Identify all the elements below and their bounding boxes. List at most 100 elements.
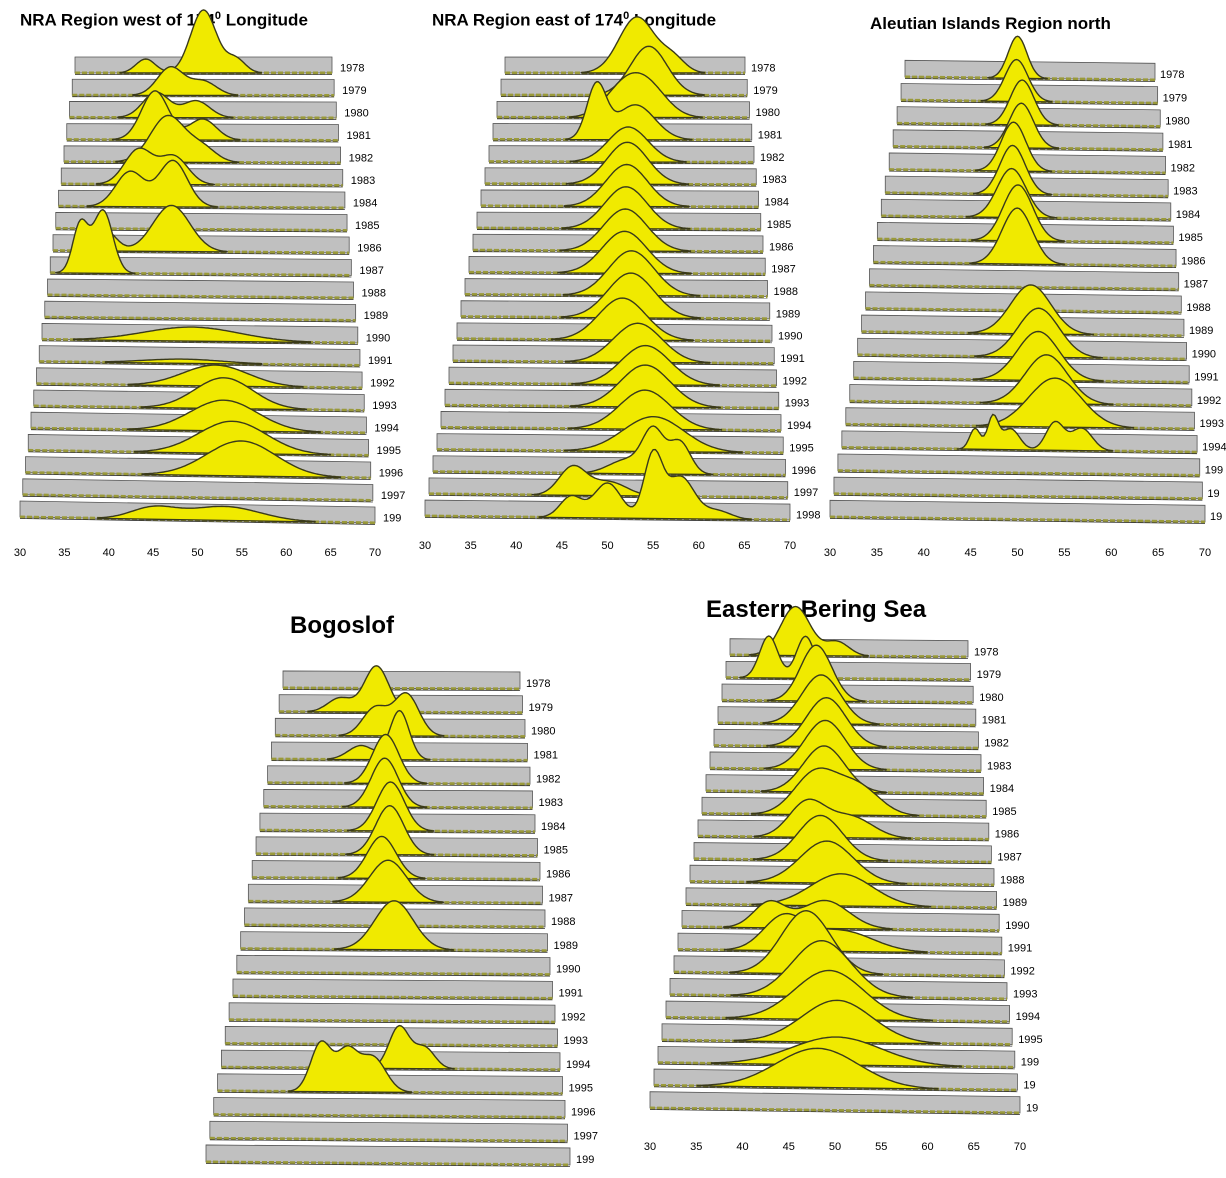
year-label: 1979 bbox=[1163, 92, 1187, 104]
row-baseline-edge bbox=[725, 678, 971, 682]
row-baseline bbox=[833, 492, 1203, 501]
row-baseline bbox=[705, 789, 984, 796]
panel-title-nra-west: NRA Region west of 1740 Longitude bbox=[20, 10, 308, 30]
year-label: 1988 bbox=[774, 286, 798, 298]
year-label: 1992 bbox=[561, 1011, 585, 1023]
ridge-curve-1996 bbox=[141, 440, 342, 479]
year-label: 1991 bbox=[780, 353, 804, 365]
year-label: 1986 bbox=[995, 829, 1019, 841]
ridge-row-1989: 1989 bbox=[240, 900, 578, 953]
row-baseline-edge bbox=[448, 384, 777, 388]
ridge-curve-1988 bbox=[746, 840, 908, 885]
ridge-row-1986: 1986 bbox=[697, 798, 1019, 842]
ridge-curve-1980 bbox=[985, 79, 1059, 126]
row-baseline bbox=[47, 293, 354, 300]
ridge-curve-1993 bbox=[975, 377, 1135, 429]
year-label: 1978 bbox=[526, 678, 550, 690]
x-tick-label: 50 bbox=[829, 1141, 841, 1153]
ridge-row-1988: 1988 bbox=[47, 278, 386, 300]
ridge-row-1993: 1993 bbox=[444, 364, 809, 411]
row-baseline-edge bbox=[841, 448, 1198, 455]
ridge-curve-1992 bbox=[127, 364, 304, 388]
year-label: 1985 bbox=[767, 219, 791, 231]
row-baseline-edge bbox=[452, 362, 775, 366]
year-label: 1989 bbox=[554, 940, 578, 952]
year-label: 1986 bbox=[546, 868, 570, 880]
ridge-row-1981: 1981 bbox=[717, 674, 1006, 728]
ridge-row-1991: 1991 bbox=[232, 978, 583, 1001]
ridge-row-1990: 1990 bbox=[456, 297, 802, 344]
year-label: 1980 bbox=[344, 107, 368, 119]
year-label: 1987 bbox=[997, 852, 1021, 864]
ridge-row-199: 199 bbox=[837, 453, 1223, 478]
row-baseline-edge bbox=[282, 689, 521, 691]
row-baseline-edge bbox=[221, 1068, 561, 1072]
year-label: 1983 bbox=[351, 175, 375, 187]
row-baseline-edge bbox=[829, 518, 1206, 524]
x-tick-label: 60 bbox=[280, 547, 292, 559]
x-tick-label: 40 bbox=[510, 540, 522, 552]
x-tick-label: 35 bbox=[871, 547, 883, 559]
row-floor bbox=[837, 453, 1201, 476]
x-tick-label: 30 bbox=[419, 540, 431, 552]
ridge-row-1985: 1985 bbox=[701, 767, 1017, 819]
row-baseline-edge bbox=[432, 472, 786, 478]
year-label: 1987 bbox=[359, 265, 383, 277]
year-label: 1995 bbox=[1018, 1034, 1042, 1046]
ridge-curve-1986 bbox=[753, 798, 912, 840]
ridge-row-1983: 1983 bbox=[709, 719, 1011, 773]
ridge-row-1993: 1993 bbox=[33, 377, 397, 413]
panel-title-nra-east: NRA Region east of 1740 Longitude bbox=[432, 10, 717, 30]
ridge-curve-1978 bbox=[987, 35, 1048, 80]
x-tick-label: 65 bbox=[968, 1141, 980, 1153]
ridge-curve-1987 bbox=[55, 209, 136, 275]
ridge-row-1998: 1998 bbox=[424, 448, 820, 522]
ridge-curve-1993 bbox=[730, 940, 913, 999]
row-baseline-edge bbox=[232, 997, 553, 1001]
ridge-curve-1998 bbox=[538, 448, 752, 521]
ridge-curve-1985 bbox=[345, 805, 435, 856]
row-baseline bbox=[63, 160, 341, 165]
year-label: 1993 bbox=[564, 1035, 588, 1047]
row-floor bbox=[205, 1144, 571, 1166]
ridge-row-1995: 1995 bbox=[217, 1040, 593, 1096]
year-label: 1996 bbox=[571, 1106, 595, 1118]
x-tick-label: 55 bbox=[647, 540, 659, 552]
year-label: 1995 bbox=[789, 442, 813, 454]
year-label: 1990 bbox=[778, 331, 802, 343]
row-floor bbox=[236, 954, 551, 976]
row-baseline-edge bbox=[41, 340, 358, 345]
ridge-row-199: 199 bbox=[205, 1144, 594, 1167]
x-tick-label: 70 bbox=[784, 540, 796, 552]
ridge-row-1995: 1995 bbox=[27, 420, 401, 458]
year-label: 1980 bbox=[1165, 116, 1189, 128]
year-label: 1983 bbox=[987, 760, 1011, 772]
row-baseline-edge bbox=[424, 517, 791, 522]
x-tick-label: 40 bbox=[918, 547, 930, 559]
row-baseline bbox=[209, 1136, 568, 1143]
x-tick-label: 55 bbox=[236, 547, 248, 559]
year-label: 1993 bbox=[1199, 418, 1223, 430]
year-label: 199 bbox=[1205, 465, 1223, 477]
year-label: 1984 bbox=[1176, 209, 1200, 221]
x-tick-label: 55 bbox=[875, 1141, 887, 1153]
row-baseline-edge bbox=[39, 362, 360, 368]
ridge-curve-1993 bbox=[569, 364, 721, 409]
ridge-row-1987: 1987 bbox=[49, 209, 384, 278]
year-label: 1989 bbox=[1003, 897, 1027, 909]
year-label: 1990 bbox=[1005, 920, 1029, 932]
year-label: 1981 bbox=[1168, 139, 1192, 151]
row-baseline bbox=[240, 947, 548, 953]
ridge-row-1981: 1981 bbox=[271, 709, 558, 763]
row-baseline-edge bbox=[205, 1163, 571, 1167]
year-label: 1995 bbox=[377, 445, 401, 457]
year-label: 1995 bbox=[569, 1083, 593, 1095]
ridge-curve-1995 bbox=[288, 1040, 413, 1094]
x-tick-label: 60 bbox=[1105, 547, 1117, 559]
ridge-row-1995: 1995 bbox=[661, 999, 1043, 1047]
ridge-curve-1995 bbox=[733, 999, 941, 1045]
year-label: 1990 bbox=[556, 964, 580, 976]
ridge-curve-1983 bbox=[565, 141, 690, 186]
row-baseline bbox=[697, 834, 989, 841]
